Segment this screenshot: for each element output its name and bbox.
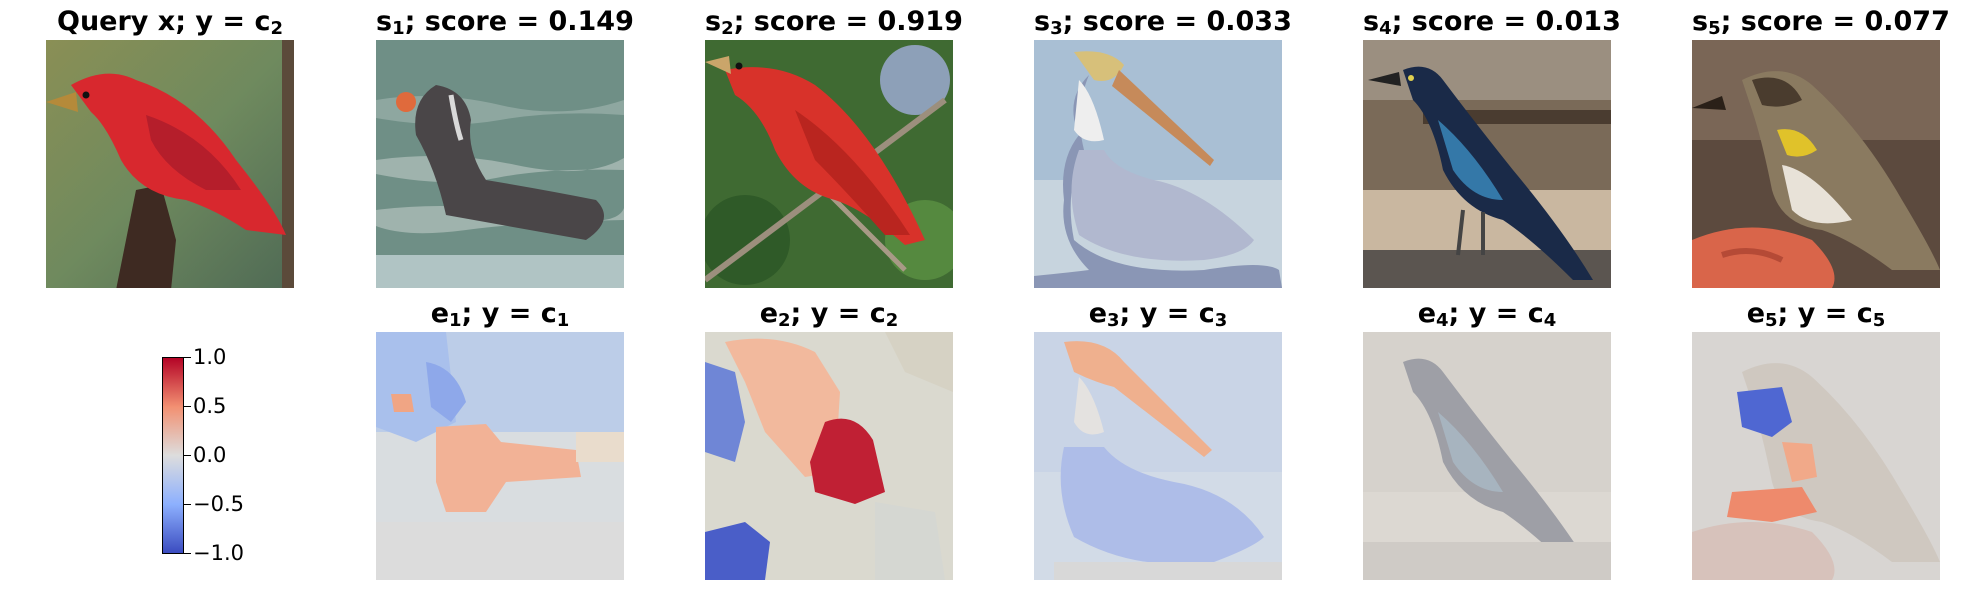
query-title: Query x; y = c2 xyxy=(46,4,294,40)
colorbar-tick xyxy=(184,357,191,358)
sample-index: 3 xyxy=(1050,18,1063,39)
colorbar-tick xyxy=(184,455,191,456)
explanation-index: 1 xyxy=(449,310,462,331)
explanation-label: ; y = c xyxy=(1119,298,1215,329)
explanation-title-1: e1; y = c1 xyxy=(376,296,624,332)
colorbar-tick xyxy=(184,553,191,554)
explanation-prefix: e xyxy=(430,298,449,329)
colorbar-tick xyxy=(184,504,191,505)
sample-image-4 xyxy=(1363,40,1611,288)
explanation-heatmap-5 xyxy=(1692,332,1940,580)
explanation-heatmap-3 xyxy=(1034,332,1282,580)
sample-image-2 xyxy=(705,40,953,288)
explanation-index: 4 xyxy=(1436,310,1449,331)
sample-index: 1 xyxy=(392,18,405,39)
sample-score: ; score = 0.149 xyxy=(404,6,634,37)
colorbar-tick-label: 1.0 xyxy=(193,345,227,369)
sample-title-5: s5; score = 0.077 xyxy=(1692,4,1950,40)
explanation-label: ; y = c xyxy=(461,298,557,329)
sample-prefix: s xyxy=(376,6,393,37)
sample-title-2: s2; score = 0.919 xyxy=(705,4,963,40)
explanation-title-4: e4; y = c4 xyxy=(1363,296,1611,332)
sample-prefix: s xyxy=(1692,6,1709,37)
sample-score: ; score = 0.013 xyxy=(1391,6,1621,37)
sample-title-1: s1; score = 0.149 xyxy=(376,4,634,40)
colorbar xyxy=(162,357,184,554)
query-image xyxy=(46,40,294,288)
explanation-class: 4 xyxy=(1543,310,1557,331)
explanation-index: 2 xyxy=(778,310,791,331)
sample-index: 2 xyxy=(721,18,734,39)
sample-title-3: s3; score = 0.033 xyxy=(1034,4,1292,40)
explanation-index: 3 xyxy=(1107,310,1120,331)
sample-index: 4 xyxy=(1379,18,1392,39)
sample-score: ; score = 0.033 xyxy=(1062,6,1292,37)
explanation-heatmap-2 xyxy=(705,332,953,580)
explanation-title-5: e5; y = c5 xyxy=(1692,296,1940,332)
sample-title-4: s4; score = 0.013 xyxy=(1363,4,1621,40)
explanation-index: 5 xyxy=(1765,310,1778,331)
explanation-prefix: e xyxy=(1088,298,1107,329)
explanation-prefix: e xyxy=(1417,298,1436,329)
colorbar-tick-label: 0.5 xyxy=(193,394,227,418)
explanation-class: 3 xyxy=(1214,310,1228,331)
explanation-prefix: e xyxy=(1746,298,1765,329)
explanation-title-2: e2; y = c2 xyxy=(705,296,953,332)
explanation-class: 5 xyxy=(1872,310,1886,331)
explanation-title-3: e3; y = c3 xyxy=(1034,296,1282,332)
explanation-heatmap-4 xyxy=(1363,332,1611,580)
explanation-label: ; y = c xyxy=(1777,298,1873,329)
sample-prefix: s xyxy=(1363,6,1380,37)
query-title-text: Query x; y = c xyxy=(57,6,271,37)
explanation-heatmap-1 xyxy=(376,332,624,580)
sample-prefix: s xyxy=(1034,6,1051,37)
colorbar-tick-label: 0.0 xyxy=(193,443,227,467)
explanation-label: ; y = c xyxy=(790,298,886,329)
explanation-prefix: e xyxy=(759,298,778,329)
colorbar-tick-label: −0.5 xyxy=(193,492,244,516)
colorbar-tick-label: −1.0 xyxy=(193,541,244,565)
sample-image-3 xyxy=(1034,40,1282,288)
query-title-subscript: 2 xyxy=(270,18,283,39)
sample-image-5 xyxy=(1692,40,1940,288)
colorbar-tick xyxy=(184,406,191,407)
sample-index: 5 xyxy=(1708,18,1721,39)
explanation-class: 1 xyxy=(556,310,570,331)
sample-image-1 xyxy=(376,40,624,288)
sample-prefix: s xyxy=(705,6,722,37)
explanation-label: ; y = c xyxy=(1448,298,1544,329)
sample-score: ; score = 0.919 xyxy=(733,6,963,37)
explanation-class: 2 xyxy=(885,310,899,331)
sample-score: ; score = 0.077 xyxy=(1720,6,1950,37)
